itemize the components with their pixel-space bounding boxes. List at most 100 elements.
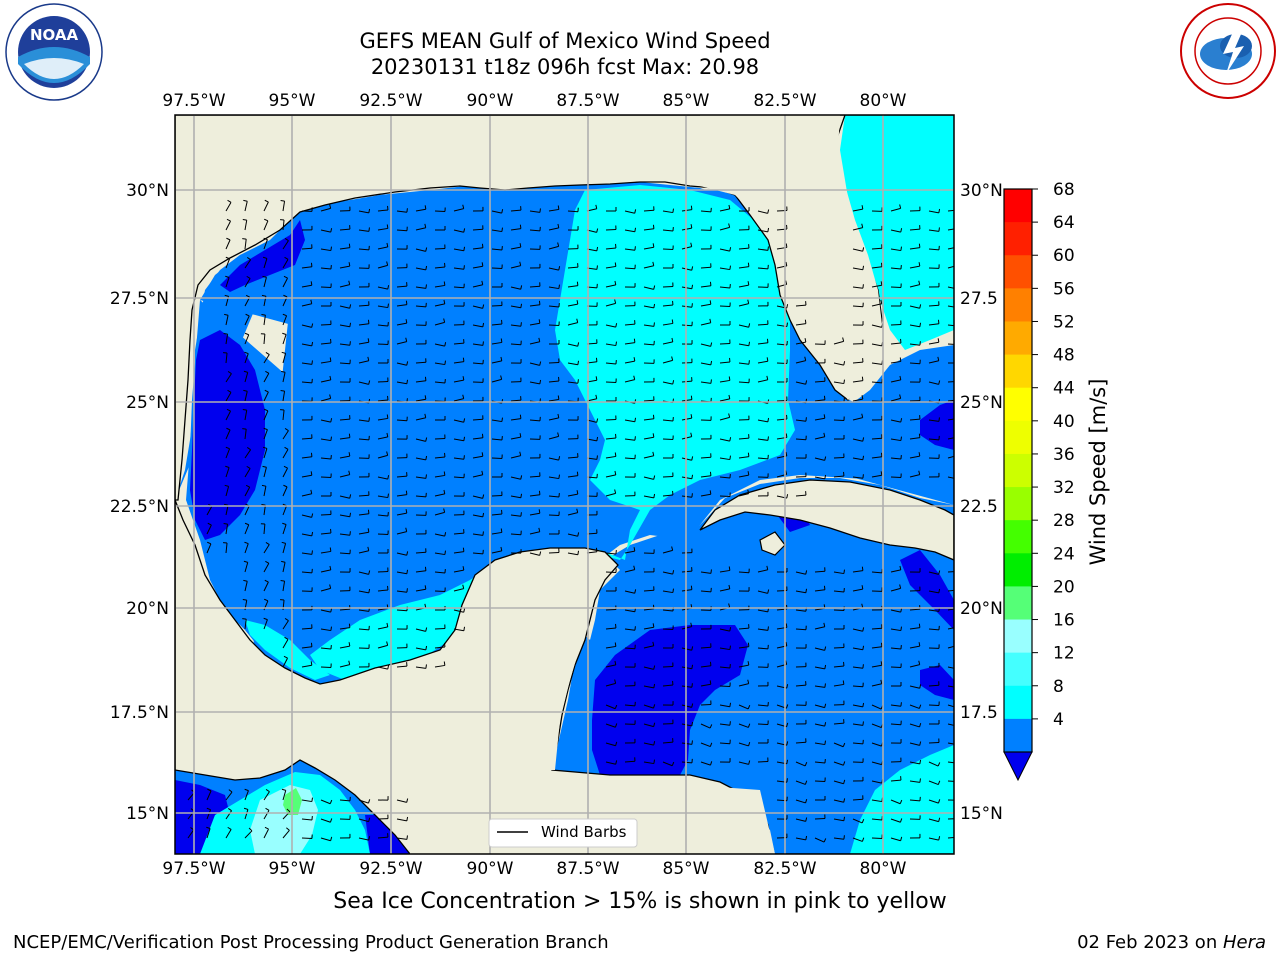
wind-barb-flag	[747, 471, 750, 476]
wind-barb	[548, 245, 559, 250]
wind-barb	[947, 723, 954, 726]
wind-barb-flag	[918, 660, 921, 665]
wind-region-8-12-atlantic	[840, 115, 954, 350]
colorbar-swatch	[1004, 321, 1032, 356]
wind-barb	[662, 571, 673, 575]
wind-barb	[263, 810, 270, 820]
wind-barb	[301, 284, 312, 288]
wind-barb	[909, 645, 920, 649]
wind-barb	[320, 609, 331, 613]
wind-barb-flag	[614, 299, 617, 304]
wind-barb	[358, 590, 369, 594]
wind-barb-flag	[804, 338, 807, 343]
wind-barb	[263, 277, 267, 288]
wind-barb-flag	[785, 243, 788, 248]
wind-barb	[681, 436, 692, 440]
wind-barb	[358, 513, 369, 516]
wind-barb-flag	[280, 580, 285, 582]
wind-barb-flag	[310, 281, 313, 286]
wind-barb-flag	[729, 645, 731, 650]
wind-barb-flag	[463, 626, 466, 631]
wind-barb	[719, 723, 730, 726]
wind-barb	[358, 818, 369, 823]
wind-barb-flag	[482, 531, 484, 536]
wind-barb-flag	[244, 522, 249, 526]
wind-barb-flag	[861, 223, 864, 228]
wind-barb	[510, 246, 521, 250]
wind-barb-flag	[918, 452, 921, 457]
wind-barb	[263, 544, 270, 554]
wind-barb	[396, 381, 407, 385]
wind-barb-flag	[387, 665, 390, 670]
wind-barb	[757, 342, 768, 345]
wind-barb	[814, 589, 825, 592]
wind-barb	[852, 380, 863, 383]
wind-barb	[263, 391, 269, 402]
wind-barb-flag	[387, 285, 390, 290]
wind-barb-flag	[482, 341, 484, 346]
wind-barb	[890, 419, 901, 423]
wind-barb	[852, 798, 864, 801]
wind-barb	[415, 398, 426, 402]
wind-barb	[605, 742, 616, 747]
wind-barb	[472, 324, 483, 328]
wind-barb	[700, 703, 712, 706]
lat-label-right: 15°N	[960, 804, 1003, 824]
wind-barb-flag	[615, 341, 617, 346]
wind-barb	[795, 741, 807, 744]
wind-barb	[244, 410, 248, 421]
wind-barb	[282, 581, 286, 592]
wind-barb-flag	[596, 418, 599, 423]
wind-barb-flag	[224, 503, 229, 506]
wind-barb	[852, 267, 863, 271]
colorbar-tick-label: 32	[1053, 478, 1075, 498]
wind-barb-flag	[282, 332, 287, 335]
wind-barb	[681, 589, 692, 592]
wind-barb-flag	[557, 395, 560, 400]
wind-barb-flag	[880, 679, 883, 684]
wind-barb	[206, 524, 212, 535]
wind-barb	[833, 761, 844, 766]
wind-barb	[529, 381, 540, 385]
wind-barb-flag	[557, 242, 560, 247]
wind-barb-flag	[444, 532, 447, 537]
wind-barb-flag	[262, 465, 267, 468]
wind-barb	[320, 628, 331, 632]
wind-barb	[282, 543, 287, 554]
wind-barb-flag	[747, 299, 750, 304]
wind-barb-flag	[443, 471, 446, 476]
wind-barb-flag	[283, 465, 288, 469]
wind-barb-flag	[224, 294, 229, 297]
wind-barb	[472, 284, 483, 288]
wind-barb-flag	[226, 427, 231, 431]
wind-barb-flag	[728, 566, 731, 571]
wind-barb-flag	[767, 417, 770, 423]
wind-barb	[472, 265, 483, 269]
wind-barb	[396, 362, 407, 366]
wind-barb-flag	[500, 375, 503, 380]
wind-barb	[928, 837, 939, 841]
wind-barb-flag	[785, 261, 788, 267]
wind-barb	[624, 267, 636, 270]
wind-barb	[225, 258, 231, 269]
wind-barb-flag	[900, 246, 902, 251]
wind-barb-flag	[842, 680, 845, 685]
wind-barb	[662, 341, 673, 345]
wind-barb-flag	[348, 470, 351, 475]
wind-barb	[225, 220, 231, 231]
wind-barb	[358, 229, 369, 232]
wind-barb-flag	[785, 641, 788, 647]
wind-barb	[890, 360, 901, 364]
wind-barb	[624, 647, 636, 650]
wind-barb-flag	[843, 361, 846, 366]
wind-barb	[643, 608, 654, 611]
wind-barb-flag	[633, 547, 636, 552]
wind-barb	[681, 380, 693, 383]
wind-barb	[320, 666, 332, 669]
wind-barb	[947, 286, 954, 289]
wind-barb	[244, 543, 249, 554]
wind-barb	[947, 228, 954, 231]
wind-barb-flag	[226, 218, 231, 222]
wind-barb-flag	[329, 357, 332, 362]
wind-barb-flag	[861, 819, 865, 824]
